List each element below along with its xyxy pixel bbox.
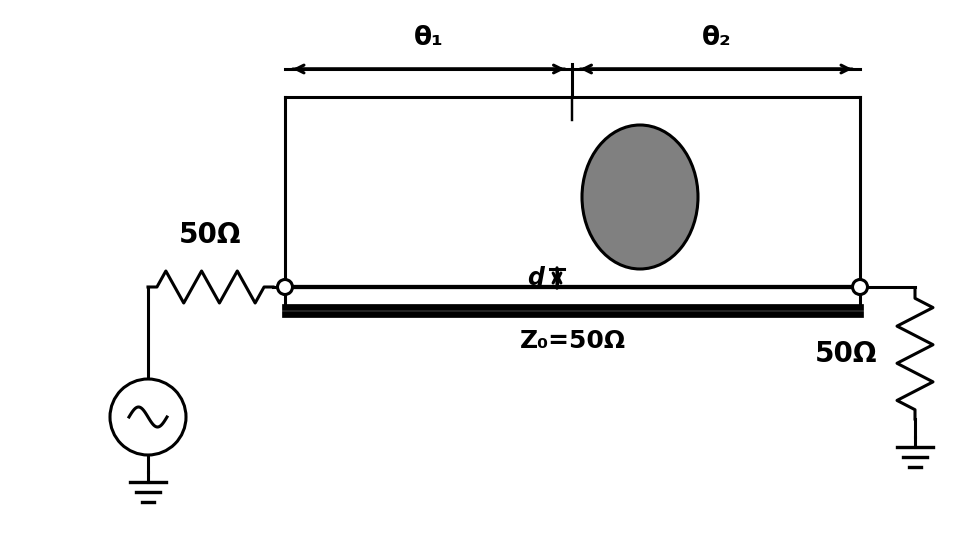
Circle shape xyxy=(852,279,867,295)
Text: θ₂: θ₂ xyxy=(701,25,731,51)
Text: d: d xyxy=(527,266,543,290)
Text: 50Ω: 50Ω xyxy=(814,340,876,368)
Ellipse shape xyxy=(581,125,698,269)
Circle shape xyxy=(277,279,292,295)
Text: Z₀=50Ω: Z₀=50Ω xyxy=(519,329,625,353)
Text: θ₁: θ₁ xyxy=(413,25,444,51)
Text: 50Ω: 50Ω xyxy=(179,221,241,249)
